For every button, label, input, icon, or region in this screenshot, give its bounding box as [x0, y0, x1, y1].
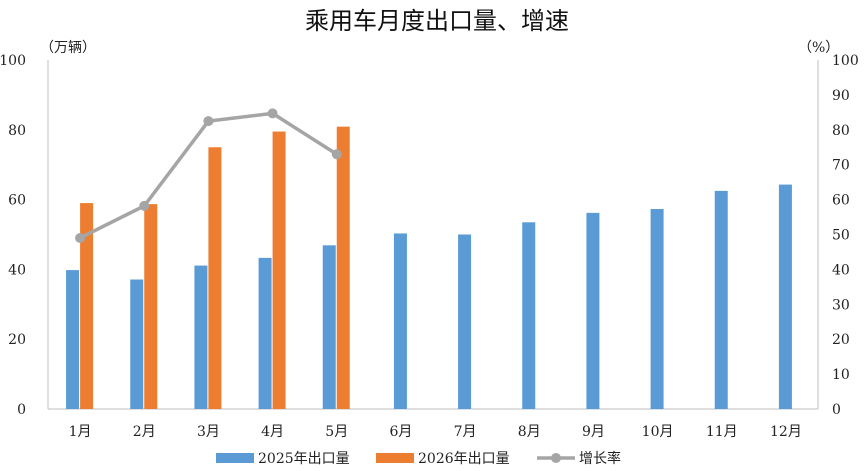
x-tick-label: 3月 [197, 424, 220, 440]
growth-point [75, 232, 86, 243]
legend-swatch [216, 453, 254, 463]
x-tick-label: 4月 [261, 424, 284, 440]
growth-point [267, 108, 278, 119]
bar-2026 [272, 131, 286, 410]
bar-2025 [650, 209, 664, 409]
bar-2026 [144, 204, 158, 409]
right-tick-label: 70 [832, 158, 850, 174]
growth-point [203, 116, 214, 127]
right-tick-label: 50 [832, 228, 850, 244]
x-tick-label: 11月 [706, 424, 738, 440]
bar-2025 [778, 184, 792, 409]
right-axis-unit: （%） [798, 40, 839, 56]
x-tick-label: 6月 [389, 424, 412, 440]
right-tick-label: 80 [832, 123, 850, 139]
legend-label: 2025年出口量 [258, 451, 350, 467]
axes: 0 20 40 60 80 100 0 10 20 30 40 50 60 70 80 90 100 1月 2月 3月… [0, 53, 859, 440]
x-tick-label: 8月 [518, 424, 541, 440]
x-tick-label: 12月 [770, 424, 802, 440]
growth-line-path [79, 111, 338, 240]
bar-2025 [714, 190, 728, 409]
chart-title: 乘用车月度出口量、增速 [305, 7, 569, 35]
bars [66, 126, 792, 410]
growth-point [331, 149, 342, 160]
left-tick-label: 20 [8, 332, 26, 348]
left-tick-label: 100 [0, 53, 26, 69]
right-tick-label: 30 [832, 297, 850, 313]
legend-swatch [376, 453, 414, 463]
bar-2025 [66, 270, 80, 409]
right-tick-label: 100 [832, 53, 859, 69]
left-tick-label: 40 [8, 262, 26, 278]
bar-2025 [522, 222, 536, 409]
left-tick-label: 0 [17, 402, 26, 418]
left-axis-unit: （万辆） [40, 40, 96, 56]
bar-2025 [458, 234, 472, 409]
bar-2026 [80, 203, 94, 409]
x-tick-label: 7月 [454, 424, 477, 440]
x-tick-label: 2月 [133, 424, 156, 440]
right-tick-label: 20 [832, 332, 850, 348]
right-tick-label: 90 [832, 88, 850, 104]
x-tick-label: 1月 [69, 424, 92, 440]
growth-line [75, 108, 342, 243]
legend-marker [551, 453, 561, 463]
x-tick-label: 10月 [642, 424, 674, 440]
x-tick-label: 9月 [582, 424, 605, 440]
legend-label: 2026年出口量 [418, 451, 510, 467]
growth-point [139, 200, 150, 211]
bar-2025 [322, 245, 336, 409]
bar-2026 [208, 147, 222, 409]
bar-2025 [258, 257, 272, 409]
bar-2025 [130, 279, 144, 409]
bar-2025 [393, 233, 407, 409]
right-tick-label: 0 [832, 402, 841, 418]
bar-2025 [586, 212, 600, 409]
right-tick-label: 10 [832, 367, 850, 383]
legend-label: 增长率 [579, 450, 621, 467]
bar-2026 [336, 126, 350, 409]
right-tick-label: 40 [832, 262, 850, 278]
legend: 2025年出口量 2026年出口量 增长率 [216, 450, 621, 467]
x-tick-label: 5月 [325, 424, 348, 440]
right-tick-label: 60 [832, 193, 850, 209]
left-tick-label: 60 [8, 193, 26, 209]
left-tick-label: 80 [8, 123, 26, 139]
bar-2025 [194, 265, 208, 409]
